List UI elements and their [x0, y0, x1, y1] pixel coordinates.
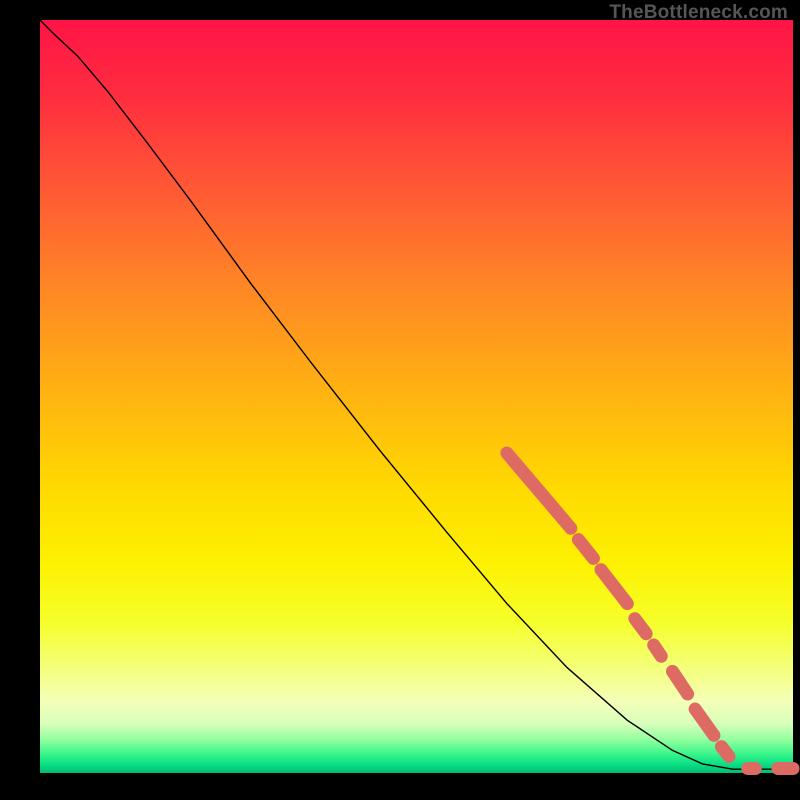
watermark-text: TheBottleneck.com [609, 2, 788, 24]
data-marker [578, 540, 593, 559]
plot-area [40, 20, 793, 773]
data-marker [507, 453, 571, 528]
data-marker [673, 671, 688, 694]
data-marker [695, 709, 714, 735]
chart-canvas: { "watermark": { "text": "TheBottleneck.… [0, 0, 800, 800]
chart-overlay [40, 20, 793, 773]
data-marker [601, 570, 627, 604]
data-marker [654, 645, 662, 656]
data-marker [721, 747, 729, 757]
data-markers [507, 453, 793, 769]
data-marker [635, 619, 646, 634]
bottleneck-curve [40, 20, 793, 769]
